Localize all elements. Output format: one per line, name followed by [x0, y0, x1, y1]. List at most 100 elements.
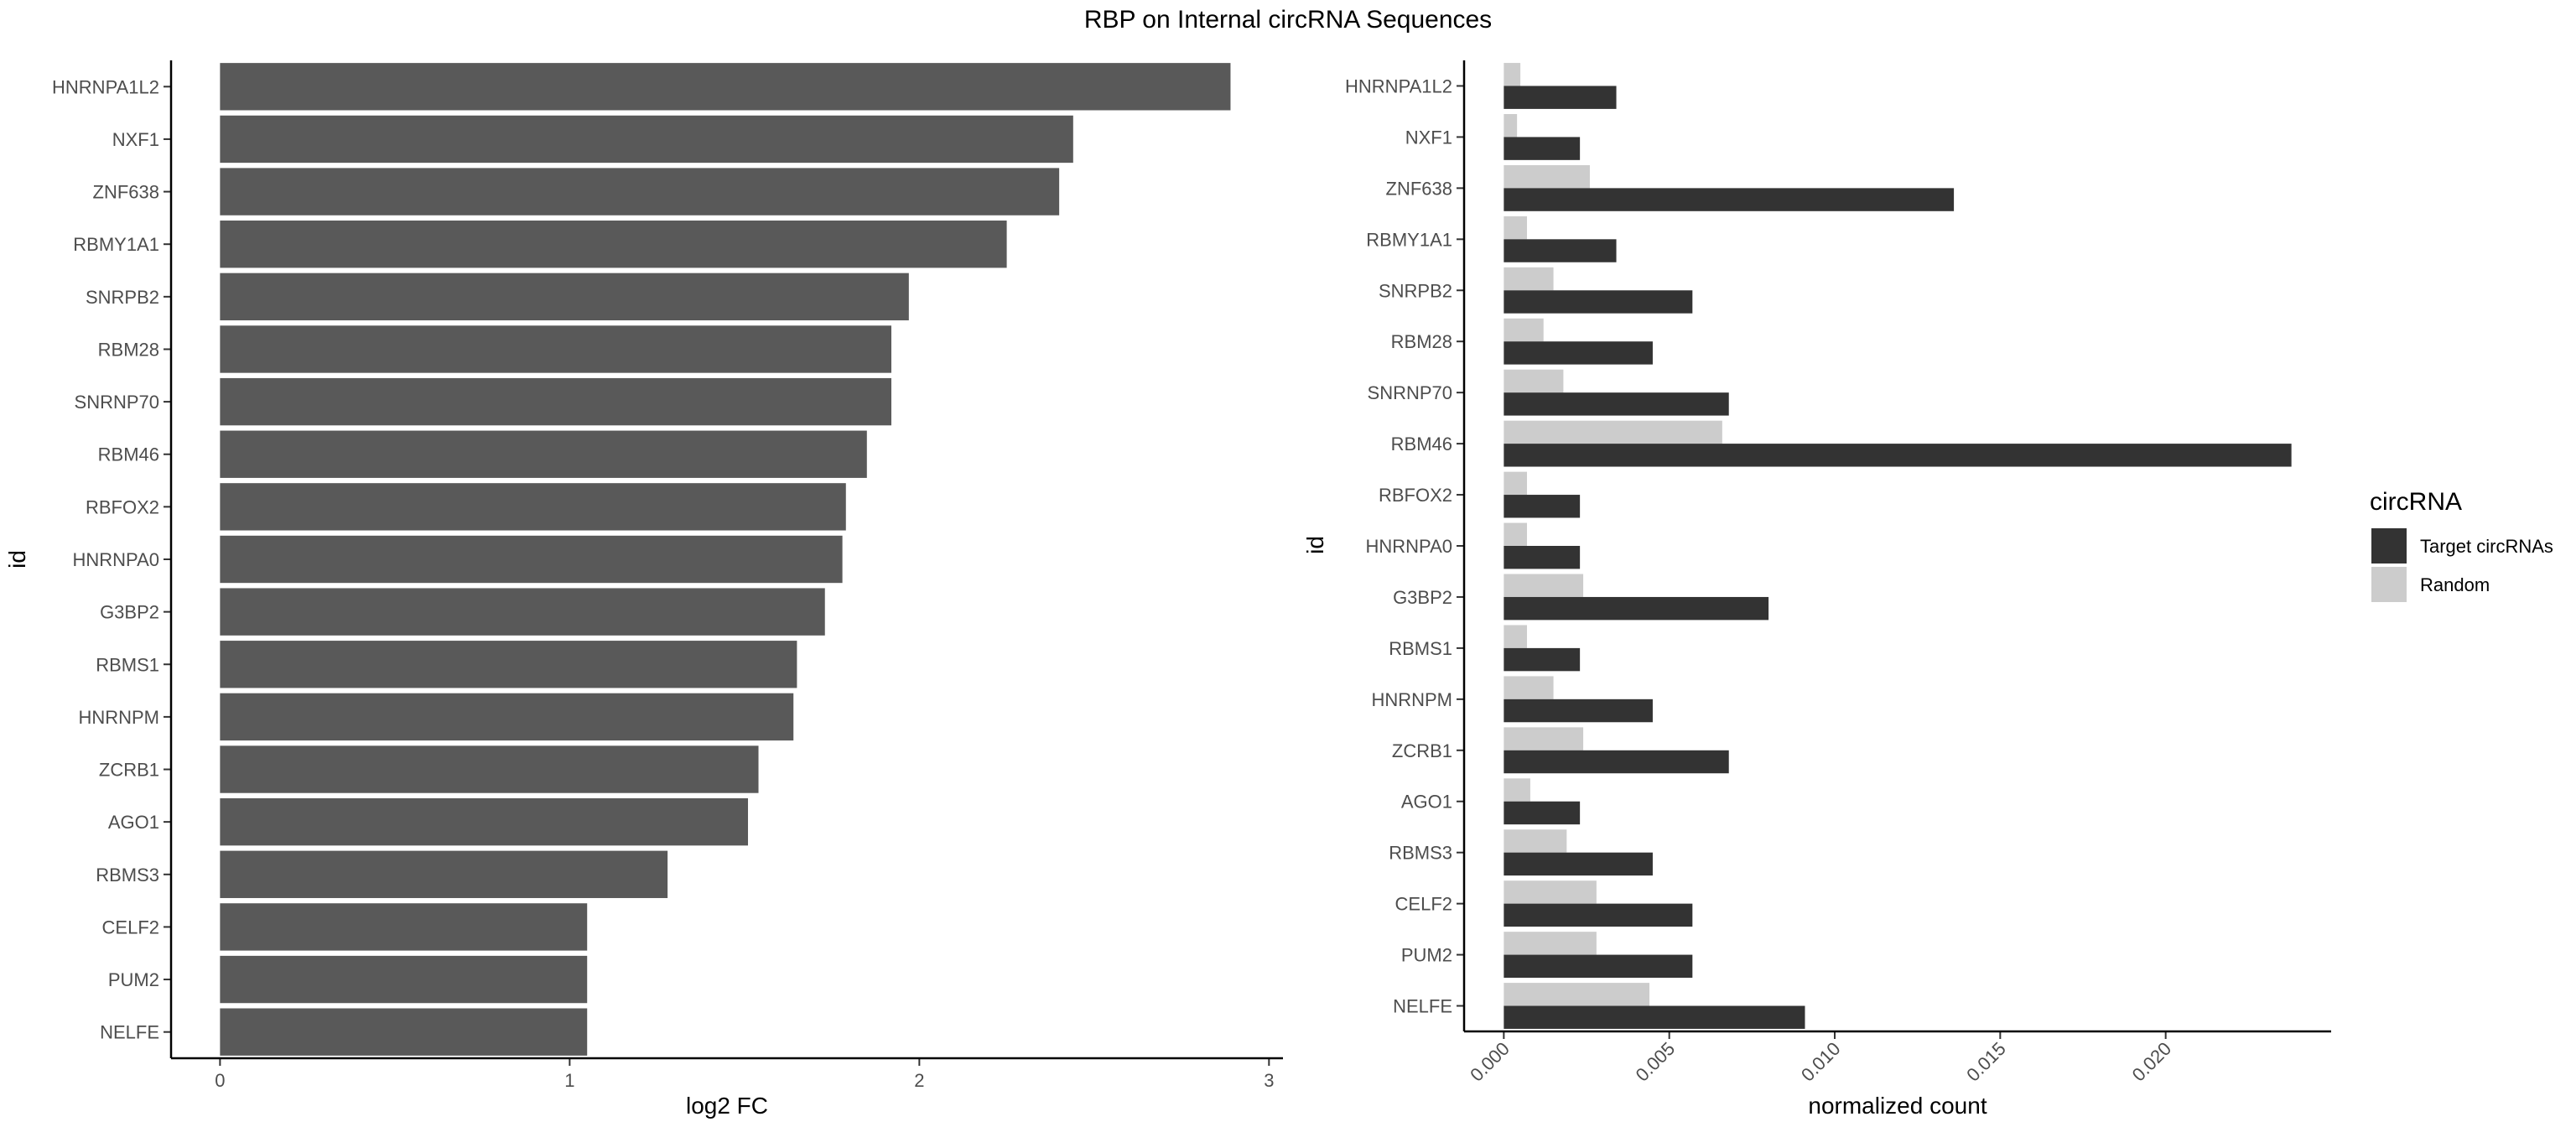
chart-title: RBP on Internal circRNA Sequences	[1084, 6, 1492, 34]
bar-random-hnrnpa0	[1504, 522, 1527, 546]
bar-target-rbm28	[1504, 341, 1653, 365]
legend-key-random	[2371, 567, 2407, 602]
left-y-tick-labels: HNRNPA1L2 NXF1 ZNF638 RBMY1A1 SNRPB2 RBM28 SNR…	[52, 76, 171, 1043]
y-tick-label-nxf1: NXF1	[112, 129, 159, 150]
bar-target-rbmy1a1	[1504, 239, 1617, 262]
y-tick-label-hnrnpa0: HNRNPA0	[1365, 536, 1452, 557]
left-x-tick-labels: 0 1 2 3	[215, 1058, 1274, 1091]
bar-target-hnrnpa1l2	[1504, 86, 1617, 109]
y-tick-label-rbmy1a1: RBMY1A1	[1366, 229, 1452, 250]
bar-hnrnpa1l2	[220, 63, 1231, 111]
bar-target-rbms1	[1504, 647, 1581, 672]
bar-nelfe	[220, 1008, 588, 1056]
y-tick-label-zcrb1: ZCRB1	[99, 760, 159, 781]
bar-snrnp70	[220, 377, 891, 426]
legend-label-target: Target circRNAs	[2420, 536, 2553, 557]
y-tick-label-snrnp70: SNRNP70	[75, 392, 159, 413]
bar-random-zcrb1	[1504, 727, 1584, 750]
bar-target-ago1	[1504, 801, 1581, 825]
y-tick-label-rbms3: RBMS3	[1389, 843, 1452, 864]
bar-target-rbms3	[1504, 852, 1653, 876]
y-tick-label-hnrnpm: HNRNPM	[78, 707, 159, 728]
y-tick-label-rbfox2: RBFOX2	[1379, 485, 1452, 506]
right-bars	[1504, 63, 2292, 1029]
left-bars	[220, 63, 1231, 1056]
y-tick-label-rbms1: RBMS1	[1389, 638, 1452, 659]
bar-random-pum2	[1504, 932, 1597, 955]
y-tick-label-rbm46: RBM46	[1391, 434, 1452, 454]
x-tick-label: 1	[564, 1070, 574, 1091]
y-tick-label-snrpb2: SNRPB2	[1379, 280, 1452, 301]
y-tick-label-ago1: AGO1	[108, 812, 159, 833]
legend-key-target	[2371, 528, 2407, 564]
bar-random-rbms1	[1504, 625, 1527, 648]
bar-random-rbm46	[1504, 420, 1722, 444]
bar-random-ago1	[1504, 778, 1530, 802]
y-tick-label-snrpb2: SNRPB2	[86, 287, 159, 308]
bar-random-celf2	[1504, 880, 1597, 904]
left-x-axis-title: log2 FC	[686, 1093, 768, 1119]
y-tick-label-hnrnpm: HNRNPM	[1371, 689, 1452, 710]
bar-random-rbfox2	[1504, 471, 1527, 496]
bar-snrpb2	[220, 273, 909, 321]
right-x-tick-labels: 0.000 0.005 0.010 0.015 0.020	[1466, 1031, 2175, 1085]
bar-rbm46	[220, 430, 867, 478]
y-tick-label-pum2: PUM2	[1401, 945, 1452, 966]
right-x-axis-title: normalized count	[1808, 1093, 1987, 1119]
y-tick-label-nelfe: NELFE	[100, 1022, 159, 1043]
bar-target-snrpb2	[1504, 290, 1693, 314]
bar-target-hnrnpa0	[1504, 546, 1581, 569]
bar-target-nelfe	[1504, 1005, 1805, 1029]
bar-target-zcrb1	[1504, 750, 1729, 774]
bar-random-rbm28	[1504, 318, 1544, 342]
bar-target-pum2	[1504, 954, 1693, 979]
bar-g3bp2	[220, 588, 825, 636]
bar-target-snrnp70	[1504, 392, 1729, 416]
bar-zcrb1	[220, 745, 759, 793]
x-tick-label: 0.005	[1632, 1038, 1680, 1086]
x-tick-label: 2	[914, 1070, 924, 1091]
bar-target-celf2	[1504, 903, 1693, 927]
bar-random-nelfe	[1504, 983, 1650, 1006]
y-tick-label-nelfe: NELFE	[1393, 996, 1452, 1017]
y-tick-label-nxf1: NXF1	[1405, 127, 1452, 148]
bar-rbms3	[220, 850, 668, 898]
bar-random-nxf1	[1504, 113, 1518, 138]
bar-rbfox2	[220, 483, 846, 531]
y-tick-label-rbms1: RBMS1	[96, 654, 159, 675]
bar-target-g3bp2	[1504, 596, 1769, 621]
bar-celf2	[220, 903, 588, 951]
right-panel: HNRNPA1L2 NXF1 ZNF638 RBMY1A1 SNRPB2 RBM28 SNR…	[1302, 60, 2331, 1119]
x-tick-label: 0.000	[1466, 1038, 1514, 1086]
bar-target-rbfox2	[1504, 495, 1581, 518]
bar-target-znf638	[1504, 188, 1955, 211]
bar-random-snrnp70	[1504, 369, 1564, 393]
x-tick-label: 3	[1264, 1070, 1274, 1091]
bar-random-snrpb2	[1504, 267, 1554, 291]
y-tick-label-rbmy1a1: RBMY1A1	[73, 234, 159, 255]
y-tick-label-hnrnpa1l2: HNRNPA1L2	[52, 76, 159, 97]
x-tick-label: 0	[215, 1070, 225, 1091]
bar-target-hnrnpm	[1504, 699, 1653, 723]
y-tick-label-g3bp2: G3BP2	[100, 602, 159, 623]
left-y-axis-title: id	[4, 550, 30, 569]
y-tick-label-celf2: CELF2	[1395, 894, 1452, 915]
y-tick-label-rbm46: RBM46	[98, 444, 159, 465]
bar-random-hnrnpm	[1504, 676, 1554, 699]
right-y-axis-title: id	[1302, 536, 1328, 554]
y-tick-label-znf638: ZNF638	[1386, 178, 1452, 199]
bar-random-rbmy1a1	[1504, 216, 1527, 240]
y-tick-label-snrnp70: SNRNP70	[1368, 382, 1452, 403]
legend-label-random: Random	[2420, 574, 2490, 595]
bar-target-rbm46	[1504, 444, 2292, 467]
bar-znf638	[220, 168, 1060, 216]
y-tick-label-hnrnpa1l2: HNRNPA1L2	[1345, 75, 1452, 96]
bar-random-rbms3	[1504, 829, 1567, 853]
bar-random-hnrnpa1l2	[1504, 63, 1521, 86]
bar-hnrnpm	[220, 693, 794, 741]
y-tick-label-hnrnpa0: HNRNPA0	[72, 549, 159, 570]
y-tick-label-znf638: ZNF638	[93, 182, 159, 203]
bar-target-nxf1	[1504, 137, 1581, 160]
x-tick-label: 0.015	[1962, 1038, 2010, 1086]
